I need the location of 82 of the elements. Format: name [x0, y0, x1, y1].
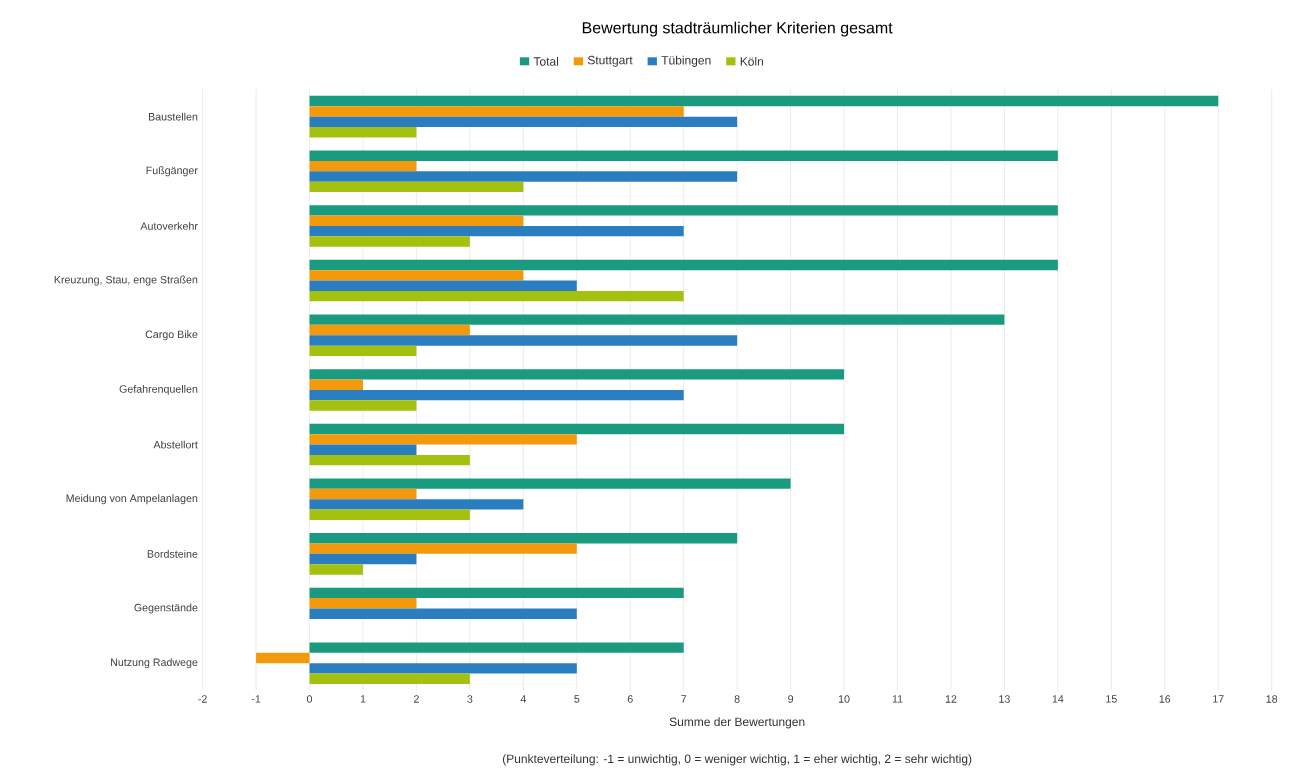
y-tick-label: Gegenstände [134, 603, 198, 614]
bar [309, 488, 417, 500]
legend-label: Köln [740, 56, 763, 66]
x-tick-label: 5 [574, 695, 580, 703]
x-tick-label: 18 [1266, 695, 1278, 703]
chart-title: Bewertung stadträumlicher Kriterien gesamt [582, 21, 893, 37]
bar [309, 335, 738, 346]
x-tick-label: 7 [681, 695, 687, 703]
bar [309, 106, 684, 117]
bar [309, 205, 1058, 216]
x-tick-label: 12 [945, 695, 957, 703]
bar [309, 126, 417, 138]
bar [256, 652, 310, 664]
x-tick-label: 3 [467, 695, 473, 703]
bar [309, 587, 684, 599]
x-tick-label: 0 [306, 695, 313, 703]
bar [309, 543, 577, 554]
x-tick-label: 10 [838, 695, 850, 703]
bar [309, 423, 845, 435]
y-tick-label: Nutzung Radwege [111, 658, 198, 669]
bar [309, 673, 470, 684]
bar [309, 379, 363, 390]
x-tick-label: 17 [1213, 695, 1224, 703]
legend-label: Total [533, 56, 559, 66]
y-tick-label: Baustellen [148, 112, 198, 121]
y-tick-label: Abstellort [153, 440, 198, 449]
bar [309, 270, 524, 281]
bar [309, 389, 684, 401]
legend-label: Tübingen [661, 55, 711, 67]
bar [309, 259, 1058, 271]
x-tick-label: 9 [788, 695, 794, 703]
bar [309, 454, 470, 466]
y-tick-label: Meidung von Ampelanlagen [66, 494, 198, 505]
bar [309, 499, 524, 510]
bar [309, 181, 524, 192]
bar [309, 314, 1005, 325]
bar [309, 478, 791, 489]
y-tick-label: Autoverkehr [140, 221, 198, 230]
x-tick-label: 13 [999, 695, 1010, 703]
bar [309, 598, 417, 609]
bar [309, 564, 363, 575]
bar [309, 150, 1058, 161]
y-tick-label: Gefahrenquellen [119, 384, 198, 395]
legend-label: Stuttgart [587, 55, 633, 67]
bar [309, 160, 417, 172]
x-axis-title: Summe der Bewertungen [669, 717, 805, 729]
bar [309, 116, 738, 127]
bar [309, 509, 470, 520]
bar [309, 280, 577, 291]
y-tick-label: Kreuzung, Stau, enge Straßen [54, 275, 198, 286]
bar [309, 324, 470, 336]
x-tick-label: 4 [520, 695, 526, 703]
y-tick-label: Cargo Bike [145, 330, 198, 341]
bar [309, 345, 417, 356]
bar [309, 434, 577, 445]
bar [309, 171, 738, 182]
bar [309, 400, 417, 411]
x-tick-label: 6 [627, 695, 633, 703]
bar [309, 225, 684, 237]
y-tick-label: Fußgänger [146, 166, 198, 177]
bar [309, 215, 524, 226]
x-tick-label: 14 [1052, 695, 1064, 703]
text: (Punkteverteilung: -1 = unwichtig, 0 = weniger wichtig, 1 = eher wichtig, 2 = sehr wichtig) [502, 754, 972, 766]
x-tick-label: -2 [198, 695, 207, 703]
bar [309, 553, 417, 565]
bar [309, 444, 417, 455]
bar [309, 608, 577, 619]
y-tick-label: Bordsteine [147, 549, 198, 558]
x-tick-label: -1 [251, 695, 261, 703]
bar [309, 290, 684, 302]
bar [309, 95, 1219, 107]
x-tick-label: 8 [734, 695, 740, 703]
x-tick-label: 1 [360, 695, 366, 703]
bar [309, 533, 738, 544]
x-tick-label: 2 [414, 695, 419, 703]
x-tick-label: 11 [892, 695, 903, 703]
x-tick-label: 16 [1159, 695, 1171, 703]
bar [309, 642, 684, 653]
bar [309, 369, 845, 380]
bar [309, 236, 470, 247]
x-tick-label: 15 [1106, 695, 1117, 703]
bar [309, 663, 577, 674]
